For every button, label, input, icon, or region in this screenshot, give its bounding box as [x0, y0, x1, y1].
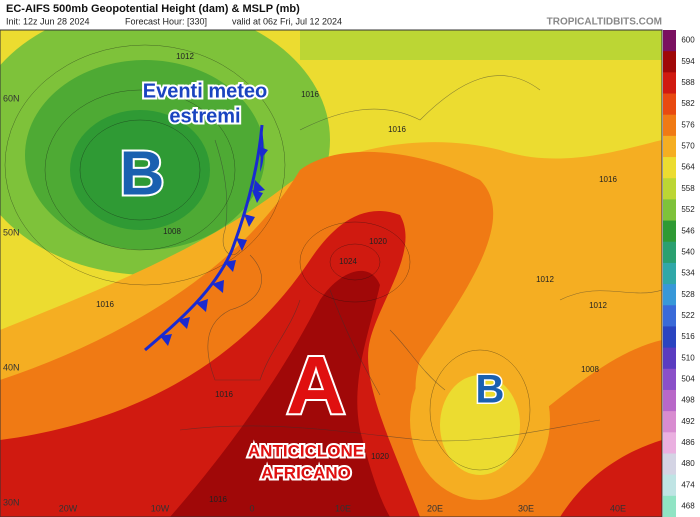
colorbar-label: 576	[681, 120, 695, 129]
cold-front	[144, 124, 268, 352]
low-label: B	[120, 139, 165, 208]
colorbar-label: 570	[681, 142, 695, 151]
isobar-label: 1016	[96, 300, 114, 309]
isobar-label: 1020	[371, 452, 389, 461]
lon-label: 0	[249, 503, 254, 513]
colorbar-label: 474	[681, 480, 695, 489]
colorbar-label: 480	[681, 459, 695, 468]
colorbar-label: 582	[681, 99, 695, 108]
field-ridge-se	[560, 440, 662, 517]
colorbar-label: 534	[681, 269, 695, 278]
colorbar-label: 510	[681, 353, 695, 362]
colorbar-swatch	[663, 30, 676, 52]
warning-text: estremi	[169, 105, 240, 127]
colorbar-swatch	[663, 347, 676, 370]
colorbar-label: 528	[681, 290, 695, 299]
isobar-label: 1012	[176, 52, 194, 61]
colorbar-swatch	[663, 241, 676, 264]
colorbar-swatch	[663, 135, 676, 158]
lon-label: 10E	[335, 503, 351, 513]
isobar-label: 1020	[369, 237, 387, 246]
field-north	[300, 30, 662, 60]
colorbar-swatch	[663, 51, 676, 73]
init-time: Init: 12z Jun 28 2024	[6, 16, 90, 26]
isobar-label: 1008	[163, 227, 181, 236]
lat-label: 60N	[3, 93, 20, 103]
isobar-label: 1012	[536, 275, 554, 284]
isobar-label: 1008	[581, 365, 599, 374]
isobar-label: 1016	[301, 90, 319, 99]
colorbar-swatch	[663, 199, 676, 222]
lon-label: 40E	[610, 503, 626, 513]
colorbar-label: 498	[681, 396, 695, 405]
map-field	[0, 30, 662, 517]
valid-time: valid at 06z Fri, Jul 12 2024	[232, 16, 342, 26]
colorbar-label: 492	[681, 417, 695, 426]
high-label: A	[286, 341, 345, 432]
map-frame	[0, 29, 663, 517]
lon-label: 20E	[427, 503, 443, 513]
colorbar-swatch	[663, 495, 676, 517]
low-label: B	[476, 368, 505, 412]
forecast-hour: Forecast Hour: [330]	[125, 16, 207, 26]
colorbar-swatch	[663, 432, 676, 454]
colorbar-label: 552	[681, 205, 695, 214]
high-name: ANTICICLONE	[248, 441, 364, 460]
isobar-label: 1024	[339, 257, 357, 266]
title: EC-AIFS 500mb Geopotential Height (dam) …	[6, 3, 300, 15]
colorbar-swatch	[663, 411, 676, 433]
colorbar-swatch	[663, 368, 676, 391]
colorbar-label: 486	[681, 438, 695, 447]
colorbar-swatch	[663, 93, 676, 116]
colorbar-label: 600	[681, 36, 695, 45]
isobars	[4, 44, 531, 471]
colorbar-swatch	[663, 262, 676, 285]
colorbar-label: 564	[681, 163, 695, 172]
colorbar-label: 516	[681, 332, 695, 341]
lon-label: 30E	[518, 503, 534, 513]
lat-label: 40N	[3, 362, 20, 372]
field-ridge-core	[170, 270, 390, 517]
colorbar-label: 594	[681, 57, 695, 66]
colorbar-label: 546	[681, 226, 695, 235]
colorbar-swatch	[663, 453, 676, 476]
brand: TROPICALTIDBITS.COM	[547, 17, 662, 28]
high-name: AFRICANO	[261, 463, 351, 482]
isobar-label: 1016	[599, 175, 617, 184]
colorbar-swatch	[663, 114, 676, 137]
lon-label: 10W	[151, 503, 170, 513]
colorbar-swatch	[663, 474, 676, 497]
colorbar-label: 558	[681, 184, 695, 193]
colorbar-swatch	[663, 220, 676, 243]
colorbar-swatch	[663, 326, 676, 349]
field-trough-core	[440, 375, 520, 475]
lat-label: 30N	[3, 497, 20, 507]
lon-label: 20W	[59, 503, 78, 513]
colorbar-swatch	[663, 178, 676, 200]
isobar-label: 1016	[215, 390, 233, 399]
colorbar-label: 468	[681, 502, 695, 511]
field-low-inner	[70, 110, 210, 230]
colorbar-label: 522	[681, 311, 695, 320]
isobar-label: 1016	[209, 495, 227, 504]
colorbar-swatch	[663, 305, 676, 327]
lat-label: 50N	[3, 227, 20, 237]
colorbar-swatch	[663, 157, 676, 179]
colorbar-swatch	[663, 389, 676, 412]
colorbar-label: 588	[681, 78, 695, 87]
isobar-label: 1012	[589, 301, 607, 310]
annotations: Eventi meteo estremi B A ANTICICLONE AFR…	[118, 78, 506, 484]
colorbar-swatch	[663, 72, 676, 95]
colorbar-swatch	[663, 284, 676, 306]
warning-text: Eventi meteo	[143, 80, 267, 102]
colorbar-label: 504	[681, 374, 695, 383]
colorbar-label: 540	[681, 247, 695, 256]
isobar-label: 1016	[388, 125, 406, 134]
